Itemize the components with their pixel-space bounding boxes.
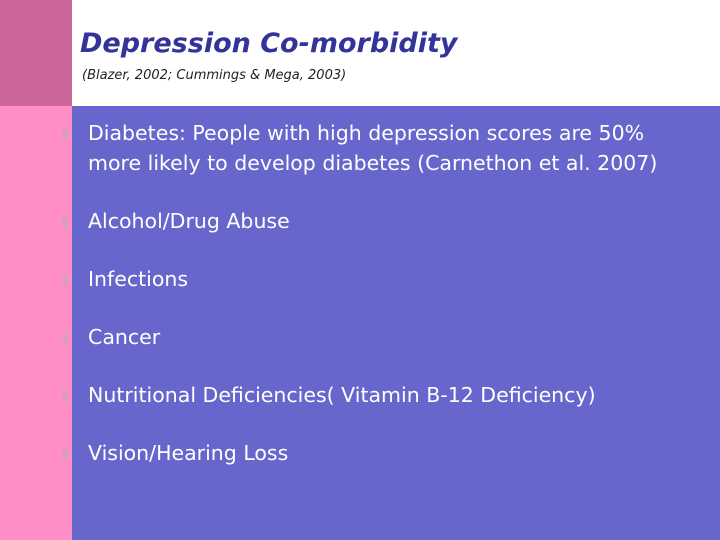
bullet-item-diabetes: § Diabetes: People with high depression … [60, 118, 700, 178]
bullet-item-nutritional-deficiencies: § Nutritional Deficiencies( Vitamin B-12… [60, 380, 700, 410]
bullet-item-cancer: § Cancer [60, 322, 700, 352]
bullet-marker-icon: § [62, 389, 69, 405]
bullet-item-vision-hearing-loss: § Vision/Hearing Loss [60, 438, 700, 468]
bullet-text: Infections [88, 267, 189, 291]
bullet-text: Diabetes: People with high depression sc… [88, 121, 658, 175]
bullet-text: Alcohol/Drug Abuse [88, 209, 290, 233]
bullet-list: § Diabetes: People with high depression … [60, 118, 700, 496]
bullet-marker-icon: § [62, 331, 69, 347]
bullet-item-infections: § Infections [60, 264, 700, 294]
bullet-marker-icon: § [62, 447, 69, 463]
slide-subtitle: (Blazer, 2002; Cummings & Mega, 2003) [82, 68, 347, 83]
bullet-item-alcohol-drug-abuse: § Alcohol/Drug Abuse [60, 206, 700, 236]
slide-title: Depression Co-morbidity [80, 28, 458, 59]
bullet-marker-icon: § [62, 215, 69, 231]
bullet-text: Nutritional Deficiencies( Vitamin B-12 D… [88, 383, 596, 407]
bullet-marker-icon: § [62, 273, 69, 289]
bullet-marker-icon: § [62, 127, 69, 143]
corner-accent-block [0, 0, 72, 106]
bullet-text: Cancer [88, 325, 161, 349]
bullet-text: Vision/Hearing Loss [88, 441, 289, 465]
title-header [72, 0, 720, 106]
